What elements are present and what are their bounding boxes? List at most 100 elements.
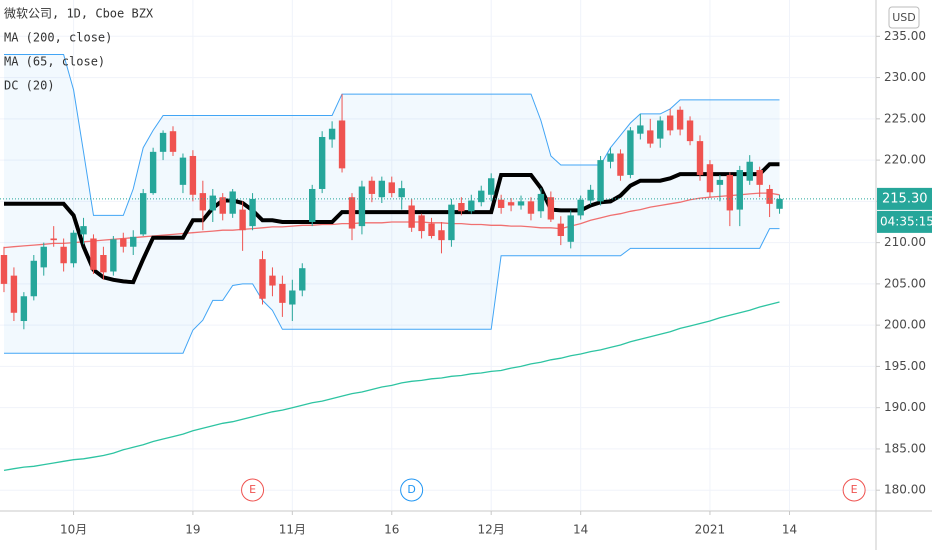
candle-body: [299, 268, 306, 291]
x-tick-label: 14: [782, 523, 797, 537]
candle-body: [149, 151, 157, 194]
candle-body: [408, 205, 415, 228]
candle-body: [120, 238, 127, 247]
candle-body: [637, 125, 644, 134]
candle-body: [706, 164, 714, 193]
legend-entry: MA (200, close): [4, 31, 112, 45]
candle-body: [159, 132, 167, 152]
candle-body: [0, 255, 8, 284]
candle-body: [110, 239, 117, 272]
candle-body: [40, 246, 47, 268]
candle-body: [90, 238, 97, 270]
candle-body: [418, 215, 425, 232]
candle-body: [249, 198, 256, 227]
candle-body: [597, 160, 604, 202]
candle-body: [199, 193, 207, 211]
candle-body: [766, 188, 773, 204]
candle-body: [50, 238, 57, 241]
candle-body: [219, 197, 226, 214]
candle-body: [567, 215, 574, 242]
candle-body: [617, 153, 624, 176]
candle-body: [398, 188, 405, 198]
last-price-label: 215.30: [882, 191, 928, 206]
candle-body: [30, 260, 38, 297]
legend: 微软公司, 1D, Cboe BZX MA (200, close) MA (65…: [4, 7, 154, 93]
candle-body: [587, 189, 594, 201]
candle-body: [139, 193, 147, 235]
candle-body: [448, 204, 455, 241]
candle-body: [338, 120, 346, 169]
candle-body: [676, 109, 684, 130]
y-tick-label: 235.00: [884, 29, 926, 43]
event-label: E: [249, 483, 256, 496]
y-tick-label: 200.00: [884, 318, 926, 332]
candle-body: [657, 120, 664, 139]
legend-entry: DC (20): [4, 79, 55, 93]
countdown-box: [877, 210, 932, 233]
y-tick-label: 180.00: [884, 483, 926, 497]
y-tick-label: 190.00: [884, 400, 926, 414]
currency-box[interactable]: [888, 6, 920, 29]
y-tick-label: 210.00: [884, 235, 926, 249]
candle-body: [716, 179, 724, 185]
candle-body: [487, 178, 495, 195]
candle-body: [438, 230, 445, 241]
y-tick-label: 195.00: [884, 359, 926, 373]
event-marker: [241, 478, 265, 502]
x-tick-label: 14: [573, 523, 588, 537]
candle-body: [20, 296, 28, 322]
candle-body: [736, 170, 743, 210]
candle-body: [547, 197, 555, 220]
candle-body: [388, 182, 395, 194]
candle-body: [428, 223, 435, 237]
legend-entry: MA (65, close): [4, 55, 105, 69]
x-tick-label: 12月: [478, 523, 505, 537]
y-tick-label: 185.00: [884, 441, 926, 455]
channel-fill: [3, 54, 780, 354]
y-tick-label: 230.00: [884, 70, 926, 84]
x-tick-label: 11月: [279, 523, 306, 537]
event-label: D: [407, 483, 415, 496]
candle-body: [358, 186, 366, 227]
ma-line: [3, 301, 780, 472]
countdown: 04:35:15: [880, 214, 932, 228]
currency[interactable]: USD: [892, 11, 916, 24]
chart-title: 微软公司, 1D, Cboe BZX: [4, 7, 154, 21]
axes: 180.00 185.00 190.00 195.00 200.00 205.00 210.…: [60, 29, 932, 537]
x-tick-label: 19: [185, 523, 200, 537]
candle-body: [279, 283, 286, 303]
candle-body: [468, 200, 475, 212]
candle-body: [189, 155, 197, 195]
candle-body: [309, 188, 316, 222]
candle-body: [239, 209, 246, 231]
candle-body: [269, 275, 276, 286]
candle-body: [666, 115, 674, 131]
x-tick-label: 16: [384, 523, 399, 537]
event-label: E: [851, 483, 858, 496]
candle-body: [726, 174, 734, 211]
candle-body: [60, 246, 67, 264]
candle-body: [318, 136, 326, 189]
x-tick-label: 2021: [695, 523, 726, 537]
candle-body: [577, 199, 584, 216]
candle-body: [289, 290, 296, 305]
candle-body: [209, 195, 216, 211]
candle-body: [746, 161, 753, 181]
candle-body: [10, 275, 18, 313]
candle-body: [507, 202, 515, 206]
y-tick-label: 220.00: [884, 153, 926, 167]
candle-body: [686, 120, 694, 142]
channel-basis: [4, 162, 780, 285]
candle-body: [497, 199, 505, 208]
candle-body: [627, 130, 634, 175]
candle-body: [169, 131, 177, 152]
candle-body: [527, 201, 535, 214]
event-marker: [400, 478, 424, 502]
currency-button[interactable]: USD: [888, 6, 920, 29]
candle-body: [328, 128, 336, 140]
candle-body: [229, 191, 236, 214]
candle-body: [647, 130, 654, 144]
candle-body: [348, 197, 356, 229]
